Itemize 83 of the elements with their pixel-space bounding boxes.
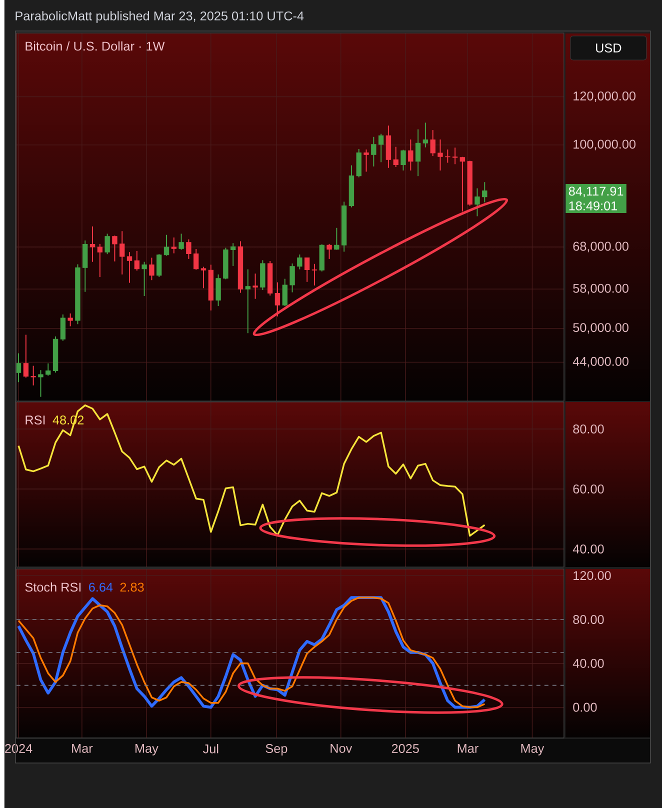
candlestick (142, 261, 147, 297)
annotation: 6.64 (88, 582, 112, 592)
candlestick (148, 257, 154, 281)
y-tick-label: 44,000.00 (572, 356, 628, 368)
text: 84,117.91 (568, 186, 623, 198)
candlestick (363, 149, 369, 172)
candlestick (296, 254, 302, 270)
y-tick-label: 68,000.00 (573, 242, 628, 252)
y-tick-label: 58,000.00 (572, 284, 628, 294)
candlestick (430, 130, 436, 157)
candlestick (193, 248, 198, 270)
y-tick-label: 40.00 (572, 544, 604, 554)
candlestick (119, 230, 125, 275)
candlestick (289, 262, 295, 293)
candlestick (178, 233, 184, 250)
candlestick (104, 233, 110, 255)
y-tick-label: 80.00 (572, 615, 604, 624)
candlestick (326, 243, 332, 260)
x-tick-label: Jul (202, 744, 218, 754)
text: Stoch RSI (25, 582, 80, 592)
y-tick-label: 50,000.00 (572, 323, 628, 334)
candlestick (82, 240, 88, 292)
candlestick (370, 136, 376, 167)
x-tick-label: Mar (458, 744, 478, 753)
text: ParabolicMatt published Mar 23, 2025 01:10 UTC-4 (16, 11, 304, 23)
x-tick-label: May (135, 744, 158, 756)
y-tick-label: 120,000.00 (573, 92, 636, 102)
candlestick (452, 147, 458, 165)
candlestick (334, 227, 340, 250)
candlestick (186, 238, 192, 260)
x-tick-label: Nov (330, 744, 352, 753)
candlestick (474, 188, 480, 217)
candlestick (252, 273, 258, 300)
candlestick (171, 236, 176, 254)
candlestick (282, 278, 288, 307)
candlestick (304, 257, 310, 282)
candlestick (274, 282, 280, 317)
candlestick (356, 148, 362, 178)
y-tick-label: 120.00 (573, 571, 611, 580)
y-tick-label: 60.00 (573, 484, 604, 494)
candlestick (60, 314, 66, 342)
candlestick (408, 138, 414, 171)
y-tick-label: 80.00 (572, 424, 604, 434)
text: Bitcoin / U.S. Dollar · 1W (26, 41, 164, 51)
candlestick (16, 352, 21, 383)
candlestick (200, 266, 206, 289)
candlestick (164, 234, 169, 256)
x-tick-label: May (521, 744, 544, 756)
candlestick (312, 263, 317, 286)
annotation: 2.83 (120, 582, 144, 592)
candlestick (400, 149, 406, 171)
candlestick (393, 146, 398, 168)
candlestick (422, 122, 428, 148)
candlestick (90, 226, 95, 262)
candlestick (245, 268, 250, 334)
x-tick-label: 2024 (4, 744, 32, 754)
candlestick (215, 274, 221, 307)
candlestick (68, 312, 73, 327)
y-tick-label: 0.00 (572, 702, 597, 712)
y-tick-label: 100,000.00 (573, 140, 636, 150)
text: 18:49:01 (569, 201, 617, 210)
candlestick (45, 362, 51, 376)
candlestick (112, 235, 118, 262)
x-tick-label: 2025 (392, 744, 419, 754)
candlestick (482, 182, 488, 203)
candlestick (415, 128, 420, 177)
y-axis-title: USD (596, 44, 621, 52)
candlestick (260, 260, 266, 290)
candlestick (437, 138, 443, 171)
y-tick-label: 40.00 (572, 658, 604, 668)
candlestick (97, 243, 102, 278)
candlestick (230, 242, 236, 266)
x-tick-label: Sep (266, 744, 287, 756)
text: RSI (26, 416, 44, 424)
candlestick (156, 254, 162, 278)
line-series (17, 404, 486, 537)
candlestick (378, 133, 384, 163)
candlestick (134, 250, 140, 272)
candlestick (23, 334, 28, 378)
candlestick (30, 365, 36, 386)
candlestick (126, 252, 132, 284)
candlestick (38, 370, 44, 398)
x-tick-label: Mar (72, 744, 92, 753)
